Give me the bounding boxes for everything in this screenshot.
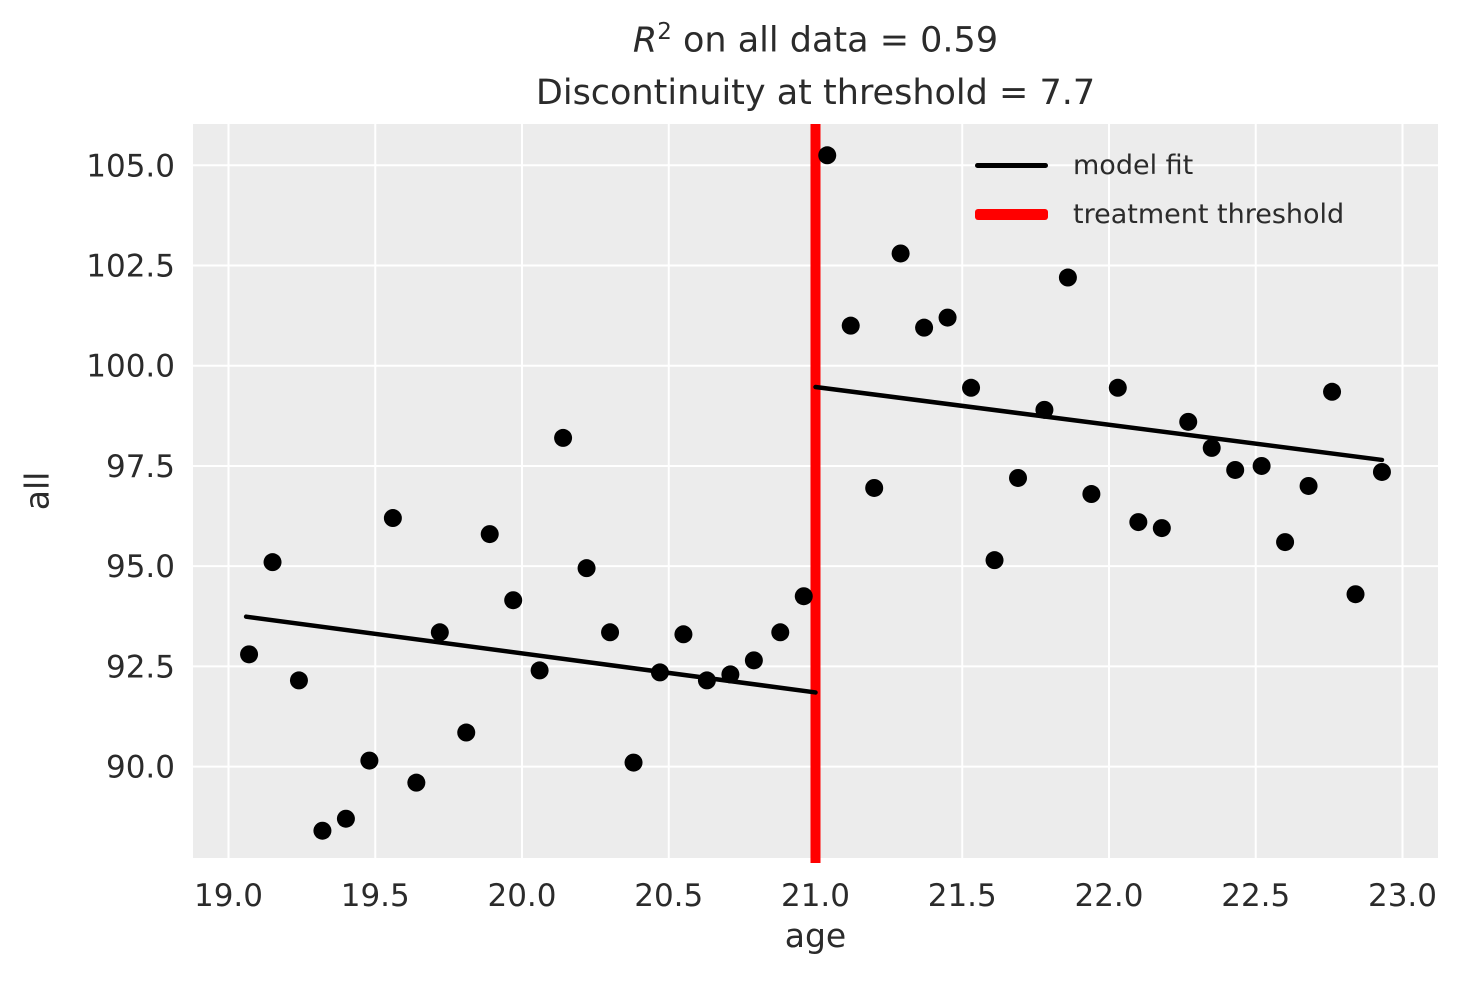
data-point bbox=[263, 553, 282, 572]
data-point bbox=[1129, 513, 1148, 532]
data-point bbox=[1346, 585, 1365, 604]
y-tick-label: 105.0 bbox=[86, 148, 175, 184]
data-point bbox=[1276, 533, 1295, 552]
data-point bbox=[1252, 456, 1271, 475]
legend-item-model-fit: model fit bbox=[975, 141, 1344, 190]
x-tick-label: 19.0 bbox=[194, 878, 263, 914]
data-point bbox=[697, 671, 716, 690]
x-tick-label: 19.5 bbox=[341, 878, 410, 914]
model-fit-line bbox=[813, 384, 1385, 463]
data-point bbox=[624, 753, 643, 772]
data-point bbox=[1082, 485, 1101, 504]
data-point bbox=[1009, 468, 1028, 487]
data-point bbox=[407, 773, 426, 792]
x-tick-label: 21.5 bbox=[928, 878, 997, 914]
y-axis-label: all bbox=[17, 471, 57, 511]
y-tick-label: 92.5 bbox=[106, 649, 175, 685]
model-fit-line bbox=[243, 614, 818, 695]
data-point bbox=[530, 661, 549, 680]
y-tick-label: 95.0 bbox=[106, 549, 175, 585]
data-point bbox=[504, 591, 523, 610]
data-point bbox=[1226, 460, 1245, 479]
data-point bbox=[360, 751, 379, 770]
title-line-1-text: on all data = 0.59 bbox=[671, 20, 999, 61]
title-r-exponent: 2 bbox=[657, 19, 672, 45]
y-tick-label: 100.0 bbox=[86, 349, 175, 385]
x-tick-label: 21.0 bbox=[781, 878, 850, 914]
data-point bbox=[650, 663, 669, 682]
data-point bbox=[915, 318, 934, 337]
data-point bbox=[1035, 400, 1054, 419]
data-point bbox=[865, 478, 884, 497]
data-point bbox=[721, 665, 740, 684]
data-point bbox=[1152, 519, 1171, 538]
data-point bbox=[240, 645, 259, 664]
y-tick-label: 90.0 bbox=[106, 750, 175, 786]
data-point bbox=[891, 244, 910, 263]
x-axis-label: age bbox=[784, 916, 847, 955]
treatment-threshold-line-swatch bbox=[975, 209, 1048, 220]
data-point bbox=[1372, 462, 1391, 481]
data-point bbox=[794, 587, 813, 606]
x-tick-label: 22.0 bbox=[1074, 878, 1143, 914]
chart-title: R2 on all data = 0.59 Discontinuity at t… bbox=[193, 6, 1438, 119]
title-r-symbol: R bbox=[632, 20, 658, 61]
title-line-2: Discontinuity at threshold = 7.7 bbox=[535, 72, 1096, 113]
legend-label-treatment-threshold: treatment threshold bbox=[1073, 199, 1345, 230]
data-point bbox=[771, 623, 790, 642]
y-tick-label: 102.5 bbox=[86, 249, 175, 285]
data-point bbox=[480, 525, 499, 544]
model-fit-line-swatch bbox=[975, 163, 1048, 168]
data-point bbox=[985, 551, 1004, 570]
data-point bbox=[1058, 268, 1077, 287]
data-point bbox=[430, 623, 449, 642]
data-point bbox=[1202, 438, 1221, 457]
title-line-1: R2 on all data = 0.59 bbox=[193, 6, 1438, 67]
legend: model fit treatment threshold bbox=[975, 141, 1344, 239]
legend-item-treatment-threshold: treatment threshold bbox=[975, 190, 1344, 239]
x-tick-label: 22.5 bbox=[1221, 878, 1290, 914]
data-point bbox=[841, 316, 860, 335]
data-point bbox=[1323, 382, 1342, 401]
data-point bbox=[601, 623, 620, 642]
data-point bbox=[818, 146, 837, 165]
data-point bbox=[962, 378, 981, 397]
legend-label-model-fit: model fit bbox=[1073, 150, 1194, 181]
data-point bbox=[1299, 476, 1318, 495]
data-point bbox=[577, 559, 596, 578]
data-point bbox=[336, 809, 355, 828]
data-point bbox=[1179, 412, 1198, 431]
data-point bbox=[744, 651, 763, 670]
data-point bbox=[289, 671, 308, 690]
x-tick-label: 20.5 bbox=[634, 878, 703, 914]
data-point bbox=[457, 723, 476, 742]
data-point bbox=[1108, 378, 1127, 397]
x-tick-label: 20.0 bbox=[487, 878, 556, 914]
data-point bbox=[313, 821, 332, 840]
y-tick-label: 97.5 bbox=[106, 449, 175, 485]
x-tick-label: 23.0 bbox=[1368, 878, 1437, 914]
data-point bbox=[383, 509, 402, 528]
data-point bbox=[674, 625, 693, 644]
data-point bbox=[554, 428, 573, 447]
data-point bbox=[938, 308, 957, 327]
